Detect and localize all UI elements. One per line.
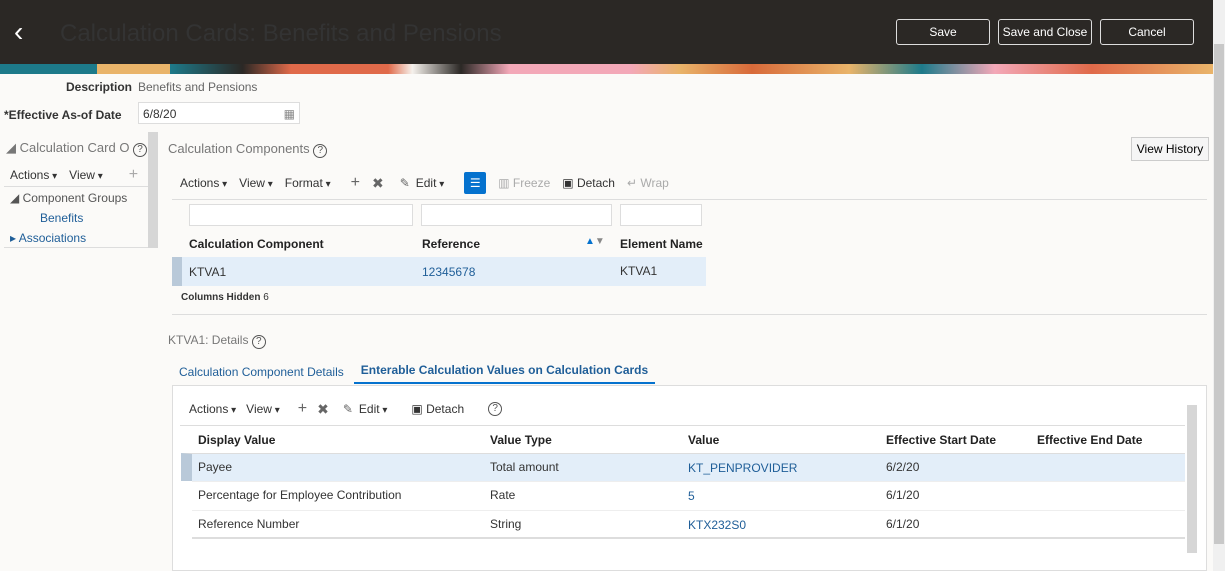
components-toolbar: Actions View Format + ✖ ✎ Edit ☰ ▥ Freeze… — [180, 172, 669, 194]
query-by-example-icon[interactable]: ☰ — [464, 172, 487, 194]
collapse-icon[interactable]: ◢ — [6, 140, 20, 155]
add-icon[interactable]: + — [350, 174, 360, 191]
table-row[interactable]: Payee Total amount KT_PENPROVIDER 6/2/20 — [181, 453, 1185, 481]
freeze-button: ▥ Freeze — [498, 176, 551, 190]
page-title: Calculation Cards: Benefits and Pensions — [60, 20, 502, 47]
description-label: Description — [65, 80, 132, 94]
column-header[interactable]: Calculation Component — [189, 237, 324, 251]
delete-icon[interactable]: ✖ — [317, 400, 329, 417]
description-value: Benefits and Pensions — [138, 80, 258, 94]
save-button[interactable]: Save — [896, 19, 990, 45]
column-header[interactable]: Value Type — [490, 433, 552, 447]
column-header[interactable]: Effective End Date — [1037, 433, 1143, 447]
edit-menu[interactable]: Edit — [416, 176, 445, 190]
view-menu[interactable]: View — [246, 402, 280, 416]
column-header[interactable]: Effective Start Date — [886, 433, 997, 447]
view-menu[interactable]: View — [69, 168, 103, 182]
left-panel-title: ◢ Calculation Card O ? — [6, 140, 148, 157]
table-row[interactable]: KTVA1 12345678 KTVA1 — [172, 257, 706, 286]
format-menu[interactable]: Format — [285, 176, 331, 190]
table-row[interactable]: Percentage for Employee Contribution Rat… — [192, 481, 1185, 510]
tree-item-component-groups[interactable]: ◢ Component Groups — [10, 191, 128, 205]
tree: ◢ Component Groups Benefits ▸ Associatio… — [4, 186, 148, 248]
table-row[interactable]: Reference Number String KTX232S0 6/1/20 — [192, 510, 1185, 539]
decorative-banner — [0, 64, 1213, 74]
view-menu[interactable]: View — [239, 176, 273, 190]
help-icon[interactable]: ? — [313, 144, 328, 158]
edit-icon: ✎ — [342, 402, 353, 416]
left-scrollbar[interactable] — [148, 132, 158, 248]
value-link[interactable]: KTX232S0 — [688, 518, 747, 532]
column-header[interactable]: Value — [688, 433, 720, 447]
sort-icon[interactable]: ▲▼ — [585, 236, 605, 247]
back-icon[interactable]: ‹ — [14, 16, 24, 47]
effective-date-input[interactable]: 6/8/20 ▦ — [138, 102, 300, 124]
filter-calculation-component[interactable] — [189, 204, 413, 226]
view-history-button[interactable]: View History — [1131, 137, 1209, 161]
divider — [172, 314, 1207, 315]
components-title: Calculation Components ? — [168, 141, 328, 158]
reference-link[interactable]: 12345678 — [422, 265, 476, 279]
tree-item-benefits[interactable]: Benefits — [40, 211, 84, 225]
help-icon[interactable]: ? — [251, 335, 266, 349]
filter-element-name[interactable] — [620, 204, 702, 226]
filter-reference[interactable] — [421, 204, 612, 226]
columns-hidden: Columns Hidden 6 — [181, 292, 269, 303]
edit-icon: ✎ — [399, 176, 410, 190]
calendar-icon[interactable]: ▦ — [283, 107, 295, 121]
date-label: *Effective As-of Date — [4, 108, 122, 122]
detach-button[interactable]: ▣ Detach — [411, 402, 465, 416]
add-icon[interactable]: + — [297, 400, 308, 417]
help-icon[interactable]: ? — [133, 143, 148, 157]
edit-menu[interactable]: Edit — [359, 402, 388, 416]
details-scrollbar[interactable] — [1187, 405, 1197, 553]
detach-button[interactable]: ▣ Detach — [562, 176, 615, 190]
details-toolbar: Actions View + ✖ ✎ Edit ▣ Detach ? — [189, 400, 503, 418]
column-header[interactable]: Reference — [422, 237, 481, 251]
actions-menu[interactable]: Actions — [189, 402, 236, 416]
column-header[interactable]: Display Value — [198, 433, 276, 447]
cancel-button[interactable]: Cancel — [1100, 19, 1194, 45]
details-title: KTVA1: Details ? — [168, 333, 266, 349]
tab-calculation-component-details[interactable]: Calculation Component Details — [179, 365, 344, 379]
divider — [180, 425, 1185, 426]
page-header — [0, 0, 1213, 64]
left-toolbar: Actions View + — [10, 166, 138, 184]
column-header[interactable]: Element Name — [620, 237, 703, 251]
value-link[interactable]: KT_PENPROVIDER — [688, 461, 798, 475]
date-value: 6/8/20 — [143, 107, 177, 121]
delete-icon[interactable]: ✖ — [371, 174, 384, 191]
wrap-button: ↵ Wrap — [626, 176, 669, 190]
add-icon: + — [128, 166, 139, 183]
details-tabs: Calculation Component Details Enterable … — [179, 358, 656, 384]
help-icon[interactable]: ? — [488, 402, 503, 416]
divider — [172, 199, 1207, 200]
tab-enterable-calculation-values[interactable]: Enterable Calculation Values on Calculat… — [353, 358, 656, 384]
page-scrollbar[interactable] — [1213, 0, 1225, 571]
actions-menu[interactable]: Actions — [10, 168, 57, 182]
save-and-close-button[interactable]: Save and Close — [998, 19, 1092, 45]
value-link[interactable]: 5 — [688, 489, 695, 503]
tree-item-associations[interactable]: ▸ Associations — [10, 231, 87, 245]
actions-menu[interactable]: Actions — [180, 176, 227, 190]
